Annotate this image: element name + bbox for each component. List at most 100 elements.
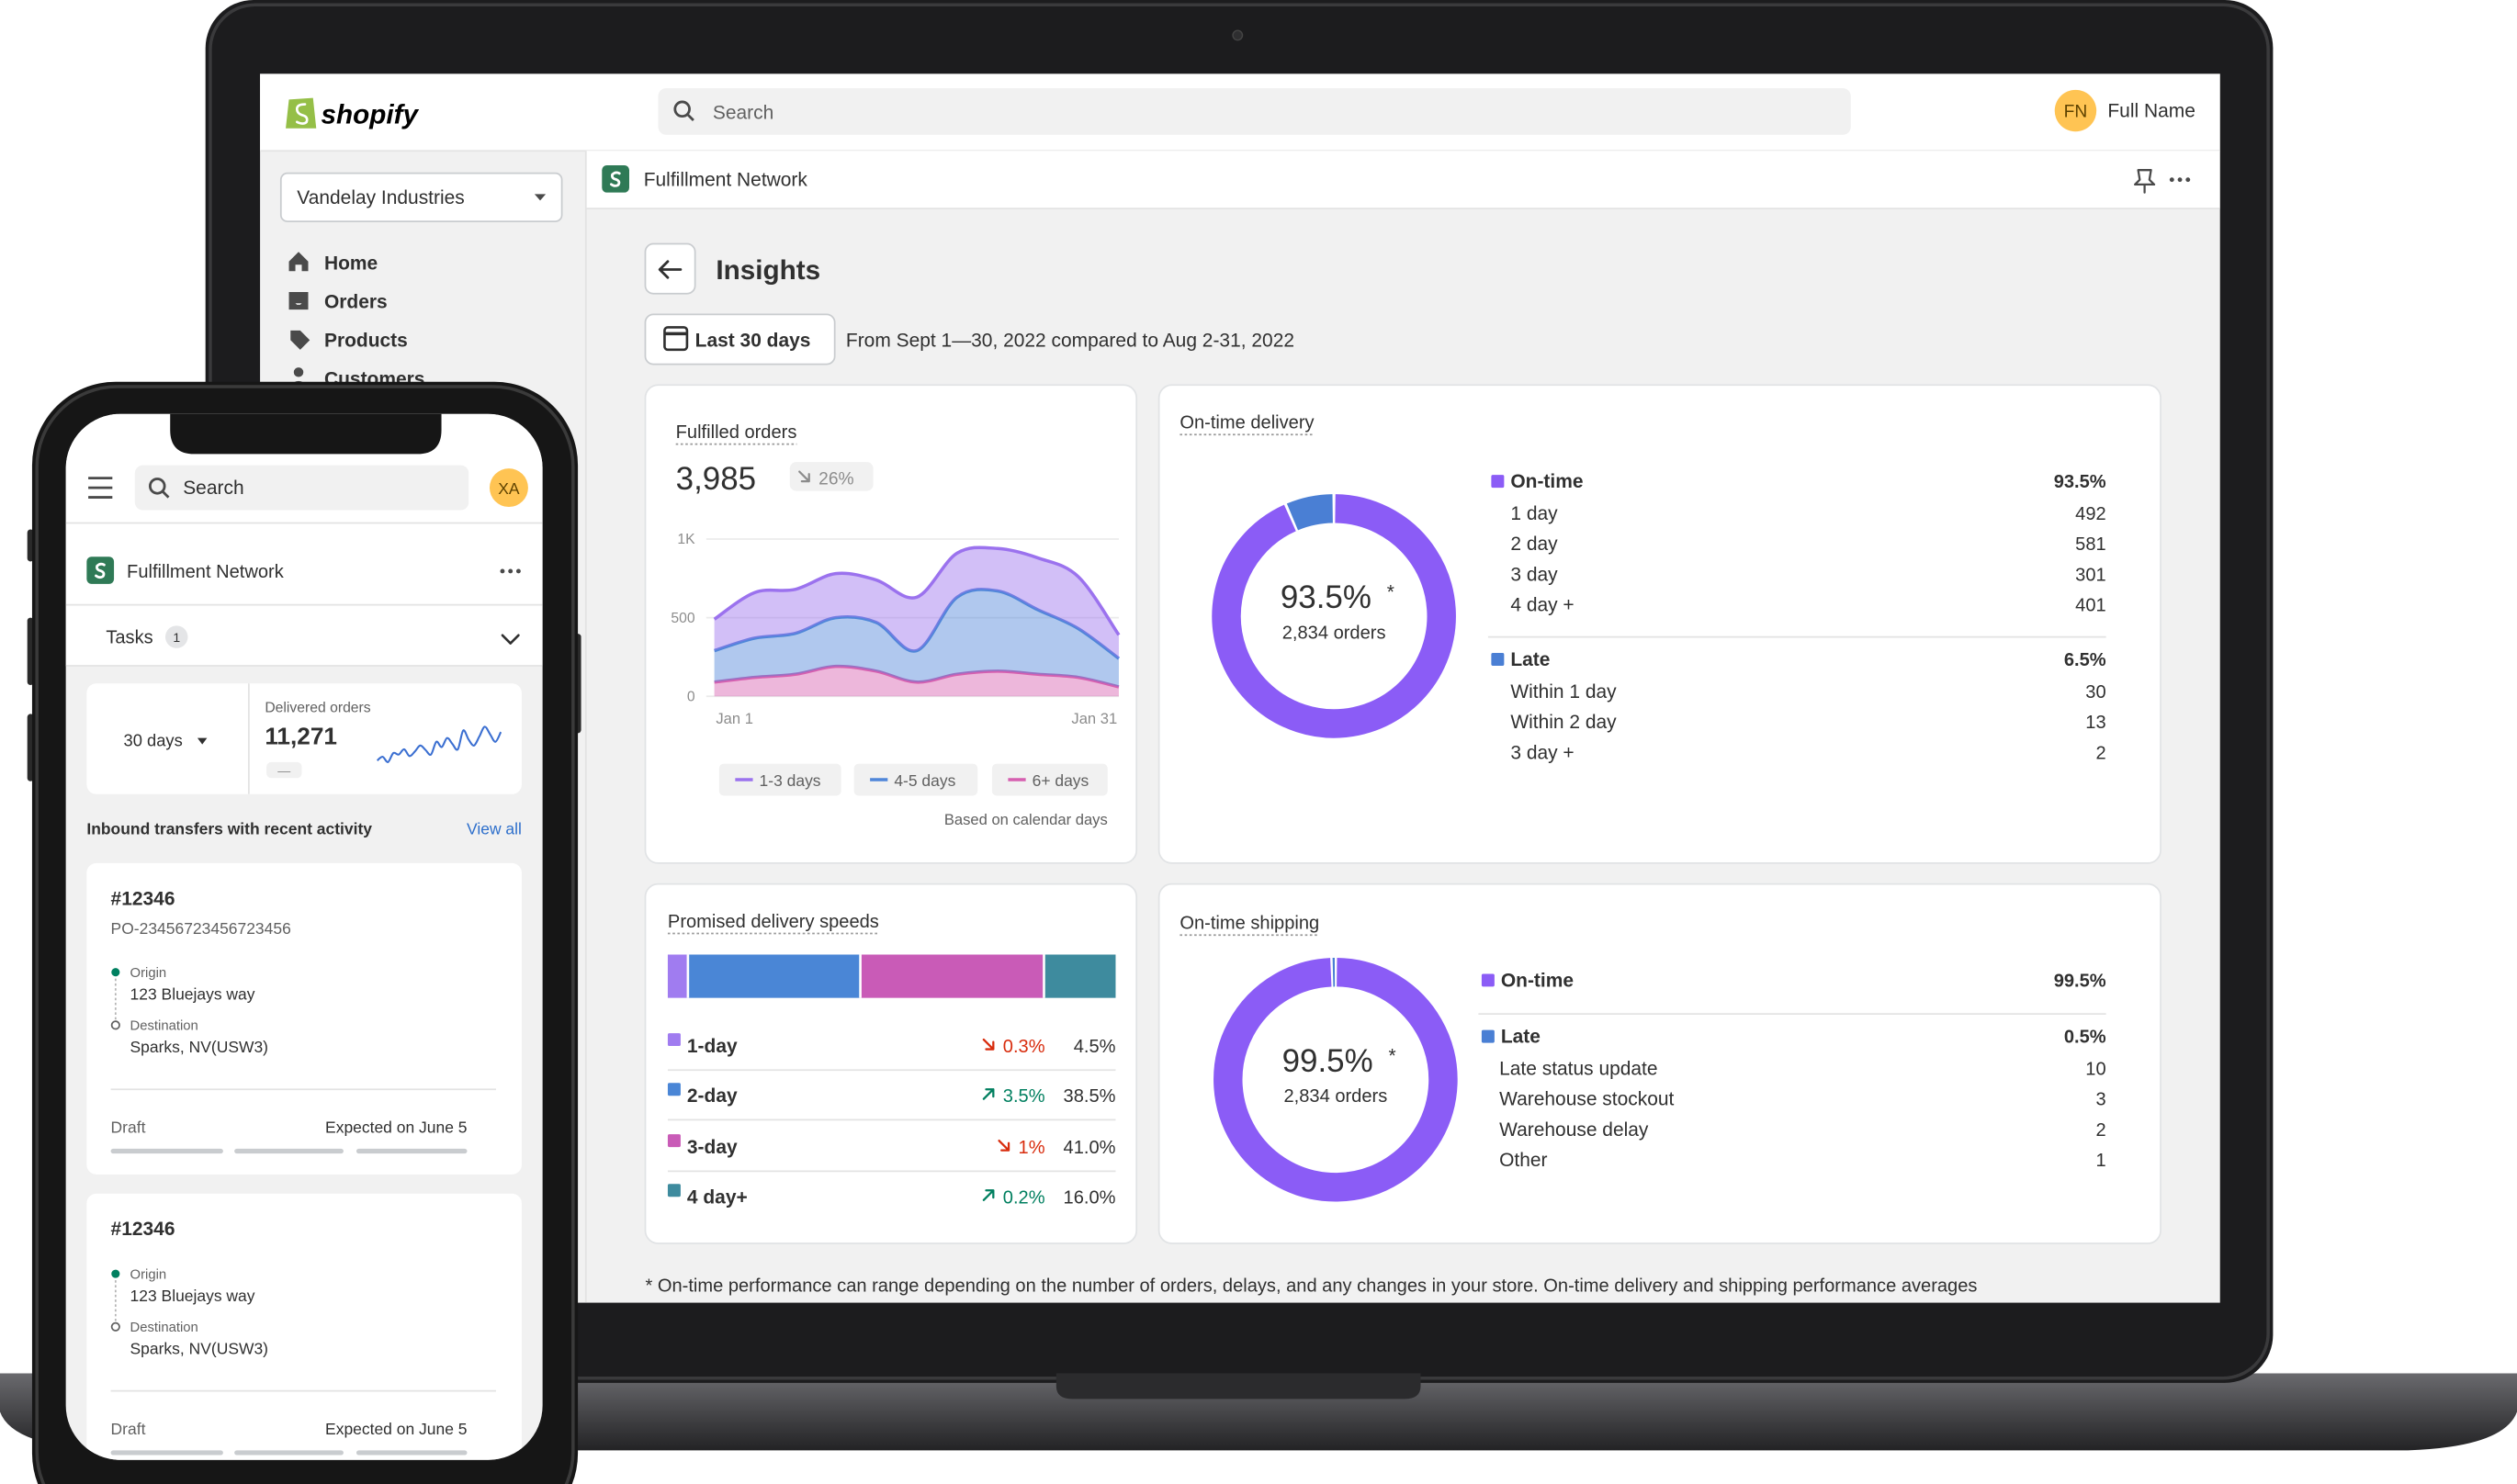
speed-name: 3-day	[687, 1137, 738, 1158]
progress-step	[234, 1450, 344, 1456]
metric-label: Delivered orders	[265, 701, 370, 716]
legend-row-value: 581	[2075, 534, 2106, 555]
origin: 123 Bluejays way	[130, 984, 255, 1003]
trend-arrow-down	[998, 1140, 1010, 1152]
area-line	[714, 588, 1121, 660]
trend-arrow-down	[982, 1038, 995, 1051]
phone-notch	[170, 413, 442, 455]
task-badge	[164, 625, 188, 648]
search-icon	[162, 490, 170, 499]
footnote-mark: *	[1389, 1046, 1396, 1067]
legend-swatch	[667, 1134, 681, 1148]
more-icon	[500, 568, 505, 574]
legend-swatch	[667, 1184, 681, 1197]
area-line	[713, 545, 1121, 636]
footnote-mark: *	[1387, 582, 1394, 603]
store-name: Vandelay Industries	[297, 187, 465, 208]
sparkline	[376, 725, 502, 763]
app-name: Fulfillment Network	[644, 170, 808, 191]
stats-card	[86, 683, 522, 794]
destination-dot	[110, 1321, 120, 1332]
trend-arrow-up	[982, 1088, 995, 1100]
avatar	[489, 468, 528, 508]
bar-segment	[687, 954, 861, 998]
speed-change: 0.3%	[1003, 1037, 1045, 1057]
more-icon	[2185, 177, 2191, 183]
legend-row: Other	[1499, 1150, 1547, 1171]
transfer-card	[86, 1193, 522, 1460]
destination: Sparks, NV(USW3)	[130, 1339, 268, 1357]
card-title: On-time shipping	[1179, 914, 1319, 934]
search-icon	[686, 113, 694, 122]
phone-frame-edge	[35, 385, 575, 1484]
app-header	[585, 151, 2220, 209]
legend-row-value: 30	[2085, 682, 2105, 703]
camera	[1232, 29, 1244, 41]
legend-row: Warehouse delay	[1499, 1119, 1649, 1141]
section-title: Inbound transfers with recent activity	[86, 819, 372, 838]
legend-row-value: 13	[2085, 713, 2105, 733]
laptop: shopify Search FN Full Name Vandelay Industr…	[0, 0, 2517, 1451]
progress-step	[234, 1148, 344, 1154]
calendar-icon	[663, 326, 689, 352]
nav-icon	[288, 291, 309, 310]
speed-share: 16.0%	[1064, 1187, 1116, 1208]
transfer-status: Draft	[111, 1118, 146, 1136]
legend-row: 1 day	[1510, 503, 1558, 524]
legend-row-value: 301	[2075, 565, 2106, 585]
speed-name: 4 day+	[687, 1186, 748, 1208]
donut-segment	[1212, 494, 1456, 738]
trend-arrow-down	[798, 470, 810, 483]
metric-change: 26%	[818, 470, 853, 489]
app-icon-glyph	[95, 562, 106, 579]
store-selector	[279, 172, 563, 222]
speed-share: 38.5%	[1064, 1086, 1116, 1107]
transfer-id: #12346	[111, 1219, 175, 1240]
more-icon	[515, 568, 521, 574]
transfer-po: PO-23456723456723456	[111, 919, 291, 938]
view-all-hit[interactable]	[456, 816, 523, 838]
progress-step	[356, 1450, 468, 1456]
y-tick-label: 0	[687, 689, 695, 704]
legend-swatch	[1491, 653, 1505, 667]
y-tick-label: 1K	[677, 532, 695, 547]
donut-segment	[1286, 494, 1334, 531]
chevron-down	[501, 634, 520, 645]
logo-text: shopify	[321, 100, 419, 130]
phone-header	[65, 413, 543, 667]
nav-icon	[288, 367, 309, 388]
progress-step	[356, 1148, 468, 1154]
nav-icon	[288, 252, 309, 272]
legend-swatch	[667, 1083, 681, 1096]
screen-content: shopify Search FN Full Name Vandelay Industr…	[260, 73, 2220, 1303]
progress-step	[110, 1450, 223, 1456]
transfer-status: Draft	[111, 1420, 146, 1438]
progress-step	[110, 1148, 223, 1154]
search-icon	[673, 100, 691, 118]
phone: Search XA Fulfillment Network Tasks 1 30 days…	[27, 381, 581, 1484]
speed-share: 41.0%	[1064, 1138, 1116, 1158]
origin-label: Origin	[130, 1267, 167, 1282]
destination-dot	[110, 1020, 120, 1030]
change-badge	[789, 462, 874, 491]
transfer-card	[86, 862, 522, 1175]
origin: 123 Bluejays way	[130, 1287, 255, 1305]
legend-swatch	[1481, 973, 1495, 987]
legend-group: On-time	[1510, 471, 1583, 492]
legend-row-value: 2	[2095, 1120, 2105, 1141]
search-box	[134, 465, 469, 511]
more-icon	[2177, 177, 2183, 183]
search-icon	[148, 478, 166, 495]
speed-share: 4.5%	[1074, 1037, 1116, 1057]
user-name: Full Name	[2107, 101, 2195, 122]
bar-segment	[667, 954, 688, 998]
donut-center-orders: 2,834 orders	[1282, 623, 1386, 643]
origin-dot	[111, 968, 120, 977]
legend-group: Late	[1501, 1027, 1541, 1048]
legend-item	[718, 763, 841, 796]
legend-row: Late status update	[1499, 1059, 1657, 1080]
avatar-initials: FN	[2064, 103, 2088, 122]
legend-row: 4 day +	[1510, 595, 1574, 616]
x-tick-label: Jan 31	[1071, 710, 1117, 727]
origin-label: Origin	[130, 966, 167, 981]
